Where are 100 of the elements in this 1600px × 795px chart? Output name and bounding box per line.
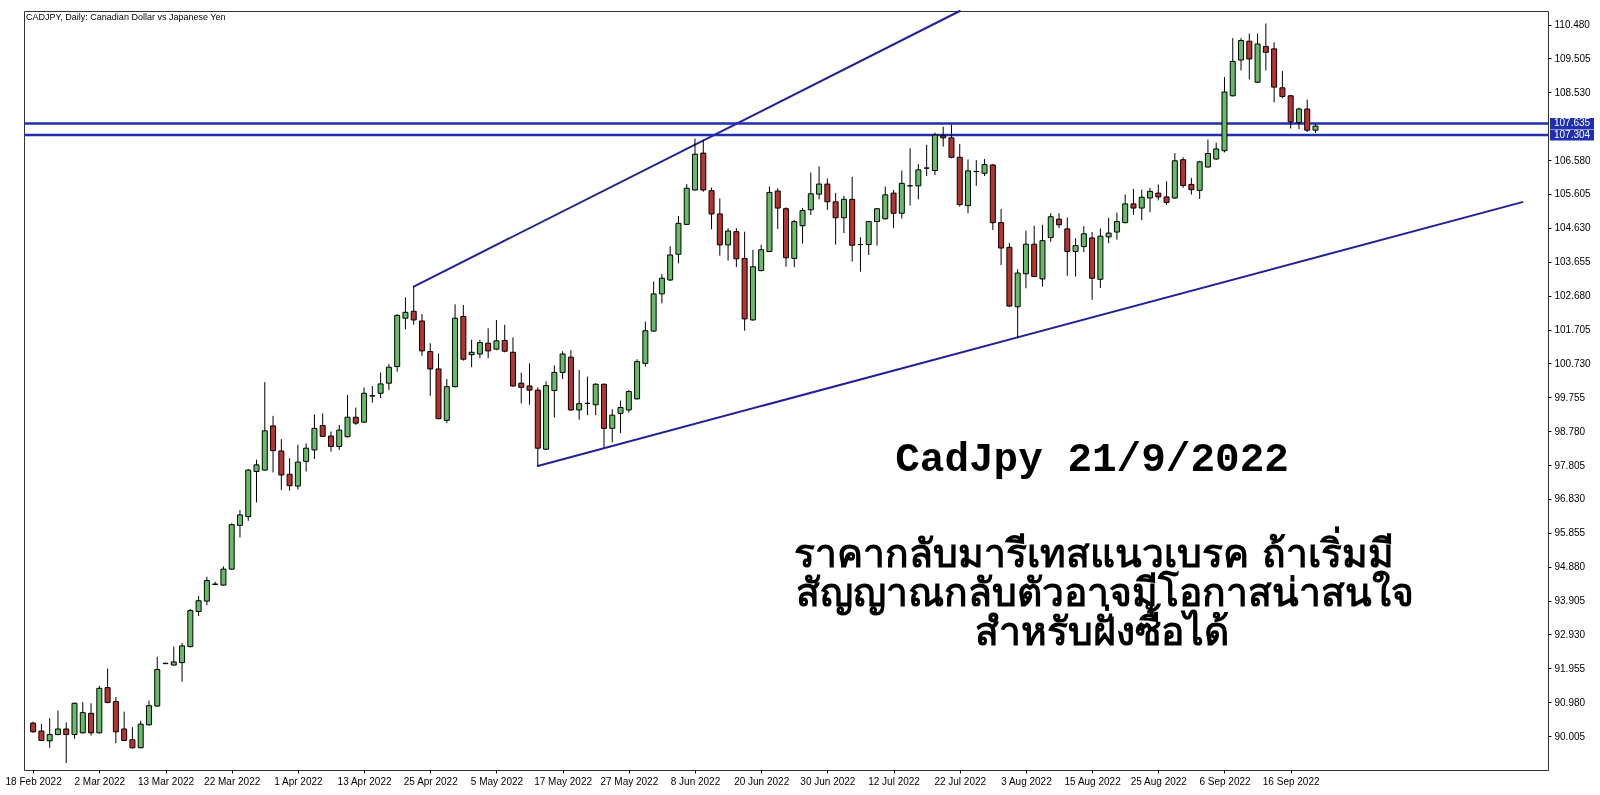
y-tick-label: 101.705 bbox=[1554, 324, 1592, 336]
candlestick bbox=[278, 438, 285, 491]
y-tick-label: 104.630 bbox=[1554, 222, 1592, 234]
candlestick bbox=[617, 400, 624, 434]
candlestick bbox=[1147, 187, 1154, 213]
candlestick bbox=[1122, 193, 1129, 224]
candlestick bbox=[344, 394, 351, 438]
candlestick bbox=[940, 126, 947, 148]
candlestick bbox=[774, 187, 781, 230]
candlestick bbox=[1163, 180, 1170, 206]
candlestick bbox=[170, 646, 177, 666]
candlestick bbox=[336, 424, 343, 451]
candlestick bbox=[253, 459, 260, 503]
candlestick bbox=[121, 711, 128, 742]
y-tick-label: 105.605 bbox=[1554, 188, 1592, 200]
candlestick bbox=[311, 413, 318, 460]
candlestick bbox=[294, 444, 301, 491]
y-tick-label: 91.955 bbox=[1554, 662, 1586, 674]
x-tick-label: 22 Mar 2022 bbox=[204, 775, 261, 787]
x-tick-label: 3 Aug 2022 bbox=[1001, 775, 1053, 787]
candlestick bbox=[501, 324, 508, 353]
candlestick bbox=[203, 576, 210, 606]
candlestick bbox=[948, 124, 955, 159]
candlestick bbox=[79, 701, 86, 735]
candlestick bbox=[236, 509, 243, 538]
x-tick-label: 20 Jun 2022 bbox=[734, 775, 790, 787]
y-tick-label: 92.930 bbox=[1554, 628, 1586, 640]
candlestick bbox=[195, 595, 202, 617]
x-tick-label: 2 Mar 2022 bbox=[74, 775, 126, 787]
candlestick bbox=[410, 286, 417, 326]
candlestick bbox=[104, 668, 111, 704]
candlestick bbox=[1204, 139, 1211, 168]
candlestick bbox=[327, 431, 334, 453]
candlestick bbox=[63, 721, 70, 764]
candlestick bbox=[476, 339, 483, 359]
x-tick-label: 5 May 2022 bbox=[470, 775, 524, 787]
y-tick-label: 97.805 bbox=[1554, 459, 1586, 471]
candlestick bbox=[1138, 189, 1145, 221]
candlestick bbox=[874, 207, 881, 247]
candlestick bbox=[1056, 212, 1063, 229]
candlestick bbox=[865, 220, 872, 256]
y-tick-label: 96.830 bbox=[1554, 493, 1586, 505]
x-tick-label: 13 Apr 2022 bbox=[337, 775, 392, 787]
candlestick bbox=[923, 144, 930, 177]
x-tick-label: 16 Sep 2022 bbox=[1262, 775, 1320, 787]
y-tick-label: 110.480 bbox=[1554, 19, 1591, 31]
candlestick bbox=[526, 362, 533, 406]
candlestick bbox=[402, 296, 409, 330]
x-tick-label: 25 Apr 2022 bbox=[403, 775, 459, 787]
x-tick-label: 27 May 2022 bbox=[600, 775, 659, 787]
candlestick bbox=[1105, 217, 1112, 244]
candlestick bbox=[915, 163, 922, 200]
x-tick-label: 6 Sep 2022 bbox=[1199, 775, 1251, 787]
candlestick bbox=[1304, 99, 1311, 133]
y-tick-label: 94.880 bbox=[1554, 561, 1586, 573]
x-tick-label: 1 Apr 2022 bbox=[274, 775, 323, 787]
ref-line-label: 107.635 bbox=[1554, 117, 1591, 129]
candlestick bbox=[1080, 225, 1087, 253]
candlestick bbox=[468, 339, 475, 368]
candlestick bbox=[1279, 70, 1286, 99]
candlestick bbox=[725, 227, 732, 262]
x-tick-label: 17 May 2022 bbox=[534, 775, 593, 787]
candlestick bbox=[54, 710, 61, 736]
y-tick-label: 99.755 bbox=[1554, 391, 1586, 403]
x-tick-label: 30 Jun 2022 bbox=[800, 775, 856, 787]
candlestick bbox=[1238, 37, 1245, 71]
x-tick-label: 15 Aug 2022 bbox=[1064, 775, 1122, 787]
x-tick-label: 12 Jul 2022 bbox=[868, 775, 921, 787]
candlestick bbox=[46, 717, 53, 749]
candlestick bbox=[1130, 188, 1137, 216]
y-tick-label: 98.780 bbox=[1554, 425, 1586, 437]
candlestick bbox=[427, 342, 434, 397]
candlestick bbox=[303, 442, 310, 472]
candlestick bbox=[1064, 216, 1071, 277]
candlestick bbox=[220, 565, 227, 587]
candlestick bbox=[88, 702, 95, 737]
candlestick bbox=[882, 186, 889, 221]
candlestick bbox=[890, 189, 897, 229]
y-tick-label: 106.580 bbox=[1554, 154, 1592, 166]
candlestick bbox=[385, 363, 392, 391]
candlestick bbox=[840, 195, 847, 234]
candlestick bbox=[1262, 23, 1269, 71]
y-tick-label: 100.730 bbox=[1554, 357, 1592, 369]
candlestick bbox=[609, 408, 616, 443]
candlestick bbox=[145, 699, 152, 727]
x-tick-label: 8 Jun 2022 bbox=[670, 775, 721, 787]
annotation: CadJpy 21/9/2022 bbox=[895, 437, 1289, 483]
y-tick-label: 90.005 bbox=[1554, 730, 1586, 742]
candlestick bbox=[1113, 212, 1120, 241]
x-tick-label: 22 Jul 2022 bbox=[934, 775, 987, 787]
candlestick bbox=[137, 720, 144, 749]
y-tick-label: 109.505 bbox=[1554, 52, 1592, 64]
x-tick-label: 25 Aug 2022 bbox=[1130, 775, 1188, 787]
x-tick-label: 13 Mar 2022 bbox=[137, 775, 195, 787]
candlestick bbox=[1072, 237, 1079, 278]
candlestick bbox=[576, 369, 583, 421]
y-tick-label: 95.855 bbox=[1554, 527, 1586, 539]
candlestick bbox=[377, 371, 384, 399]
candlestick bbox=[625, 389, 632, 414]
candlestick bbox=[658, 273, 665, 304]
